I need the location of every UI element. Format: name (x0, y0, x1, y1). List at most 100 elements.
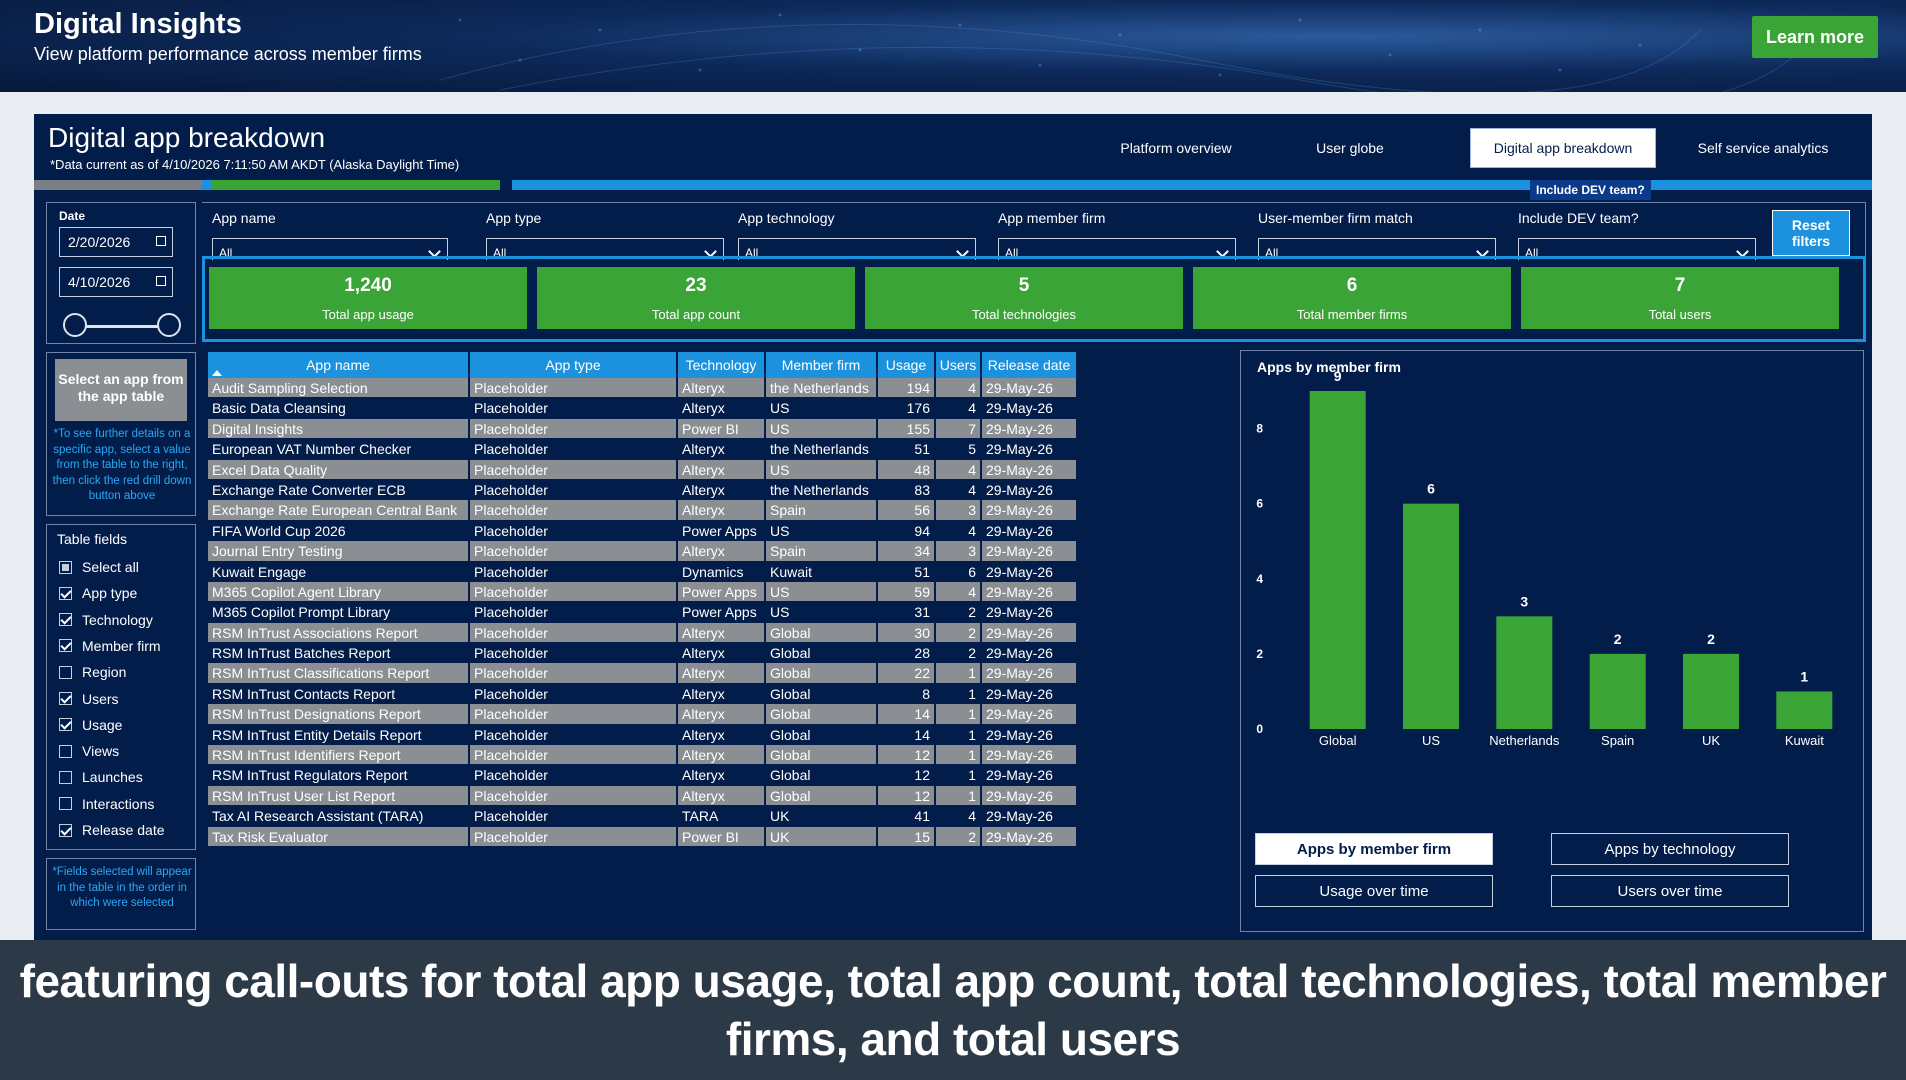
table-cell[interactable]: 6 (936, 561, 982, 582)
table-cell[interactable]: Alteryx (678, 785, 766, 807)
table-cell[interactable]: Global (766, 785, 878, 807)
table-row[interactable]: European VAT Number Checker Placeholder Al… (208, 439, 1078, 460)
learn-more-button[interactable]: Learn more (1752, 16, 1878, 58)
table-cell[interactable]: Alteryx (678, 724, 766, 746)
table-cell[interactable]: 2 (936, 643, 982, 664)
table-row[interactable]: RSM InTrust Classifications Report Placeh… (208, 663, 1078, 684)
table-cell[interactable]: 29-May-26 (982, 663, 1078, 684)
table-cell[interactable]: 1 (936, 663, 982, 684)
table-cell[interactable]: 29-May-26 (982, 622, 1078, 644)
table-cell[interactable]: 1 (936, 704, 982, 725)
table-cell[interactable]: Excel Data Quality (208, 459, 470, 480)
filter-user-member-firm-match[interactable]: User-member firm match All (1258, 210, 1496, 260)
table-cell[interactable]: Placeholder (470, 745, 678, 766)
table-cell[interactable]: Placeholder (470, 806, 678, 827)
table-cell[interactable]: 29-May-26 (982, 378, 1078, 399)
table-cell[interactable]: 1 (936, 724, 982, 746)
table-cell[interactable]: 29-May-26 (982, 561, 1078, 582)
table-row[interactable]: RSM InTrust User List Report Placeholder A… (208, 785, 1078, 807)
table-cell[interactable]: Placeholder (470, 439, 678, 460)
table-cell[interactable]: Placeholder (470, 765, 678, 786)
table-cell[interactable]: 94 (878, 520, 936, 542)
table-cell[interactable]: 1 (936, 785, 982, 807)
table-cell[interactable]: Placeholder (470, 785, 678, 807)
table-cell[interactable]: 51 (878, 439, 936, 460)
date-slider-end-handle[interactable] (157, 313, 181, 337)
checkbox[interactable] (59, 586, 72, 600)
table-row[interactable]: Basic Data Cleansing Placeholder Alteryx US… (208, 398, 1078, 419)
table-cell[interactable]: 3 (936, 541, 982, 562)
table-cell[interactable]: Placeholder (470, 683, 678, 705)
calendar-icon[interactable] (156, 236, 166, 246)
checkbox[interactable] (59, 639, 72, 653)
table-cell[interactable]: RSM InTrust Regulators Report (208, 765, 470, 786)
table-cell[interactable]: 14 (878, 704, 936, 725)
table-cell[interactable]: Placeholder (470, 500, 678, 521)
table-cell[interactable]: 29-May-26 (982, 459, 1078, 480)
table-cell[interactable]: Exchange Rate European Central Bank (208, 500, 470, 521)
apps-by-member-firm-button[interactable]: Apps by member firm (1255, 833, 1493, 865)
table-cell[interactable]: Alteryx (678, 663, 766, 684)
table-row[interactable]: Audit Sampling Selection Placeholder Alter… (208, 378, 1078, 399)
bar[interactable] (1683, 653, 1739, 729)
apps-by-technology-button[interactable]: Apps by technology (1551, 833, 1789, 865)
table-cell[interactable]: 12 (878, 785, 936, 807)
table-row[interactable]: Digital Insights Placeholder Power BI US 155… (208, 418, 1078, 440)
table-row[interactable]: Kuwait Engage Placeholder Dynamics Kuwait 51… (208, 561, 1078, 582)
table-cell[interactable]: Placeholder (470, 479, 678, 501)
filter-app-name[interactable]: App name All (212, 210, 448, 260)
column-header[interactable]: App type (470, 352, 678, 378)
table-cell[interactable]: Tax Risk Evaluator (208, 826, 470, 847)
column-header[interactable]: Member firm (766, 352, 878, 378)
bar[interactable] (1776, 691, 1833, 729)
filter-include-dev-team[interactable]: Include DEV team? All (1518, 210, 1756, 260)
table-cell[interactable]: the Netherlands (766, 479, 878, 501)
table-cell[interactable]: Dynamics (678, 561, 766, 582)
end-date-input[interactable]: 4/10/2026 (59, 267, 173, 297)
table-cell[interactable]: Alteryx (678, 479, 766, 501)
table-cell[interactable]: 30 (878, 622, 936, 644)
table-cell[interactable]: Power Apps (678, 602, 766, 623)
table-cell[interactable]: Placeholder (470, 378, 678, 399)
table-row[interactable]: RSM InTrust Batches Report Placeholder Alt… (208, 643, 1078, 664)
table-cell[interactable]: 29-May-26 (982, 765, 1078, 786)
start-date-input[interactable]: 2/20/2026 (59, 227, 173, 257)
table-cell[interactable]: Alteryx (678, 439, 766, 460)
table-row[interactable]: Exchange Rate European Central Bank Place… (208, 500, 1078, 521)
filter-app-member-firm[interactable]: App member firm All (998, 210, 1236, 260)
table-cell[interactable]: Placeholder (470, 704, 678, 725)
table-cell[interactable]: 29-May-26 (982, 439, 1078, 460)
table-field-option[interactable]: Member firm (59, 636, 161, 656)
table-cell[interactable]: 1 (936, 745, 982, 766)
table-cell[interactable]: 194 (878, 378, 936, 399)
table-cell[interactable]: 29-May-26 (982, 643, 1078, 664)
table-cell[interactable]: 155 (878, 418, 936, 440)
table-cell[interactable]: US (766, 459, 878, 480)
table-row[interactable]: Journal Entry Testing Placeholder Alteryx S… (208, 541, 1078, 562)
tab-digital-app-breakdown[interactable]: Digital app breakdown (1470, 128, 1656, 168)
table-cell[interactable]: Alteryx (678, 643, 766, 664)
table-row[interactable]: M365 Copilot Agent Library Placeholder Pow… (208, 581, 1078, 603)
table-cell[interactable]: 29-May-26 (982, 479, 1078, 501)
table-field-option[interactable]: Release date (59, 820, 165, 840)
table-cell[interactable]: Power Apps (678, 520, 766, 542)
table-row[interactable]: RSM InTrust Designations Report Placehold… (208, 704, 1078, 725)
table-cell[interactable]: Global (766, 704, 878, 725)
table-cell[interactable]: 8 (878, 683, 936, 705)
table-cell[interactable]: M365 Copilot Agent Library (208, 581, 470, 603)
table-cell[interactable]: 29-May-26 (982, 418, 1078, 440)
table-cell[interactable]: Power Apps (678, 581, 766, 603)
table-cell[interactable]: UK (766, 806, 878, 827)
table-cell[interactable]: RSM InTrust Contacts Report (208, 683, 470, 705)
table-row[interactable]: Tax AI Research Assistant (TARA) Placehol… (208, 806, 1078, 827)
table-field-option[interactable]: Interactions (59, 794, 154, 814)
table-cell[interactable]: 31 (878, 602, 936, 623)
table-cell[interactable]: Placeholder (470, 622, 678, 644)
table-field-option[interactable]: App type (59, 583, 137, 603)
table-cell[interactable]: Alteryx (678, 378, 766, 399)
column-header[interactable]: App name (208, 352, 470, 378)
table-cell[interactable]: Global (766, 745, 878, 766)
checkbox[interactable] (59, 560, 72, 574)
table-cell[interactable]: UK (766, 826, 878, 847)
table-cell[interactable]: 7 (936, 418, 982, 440)
